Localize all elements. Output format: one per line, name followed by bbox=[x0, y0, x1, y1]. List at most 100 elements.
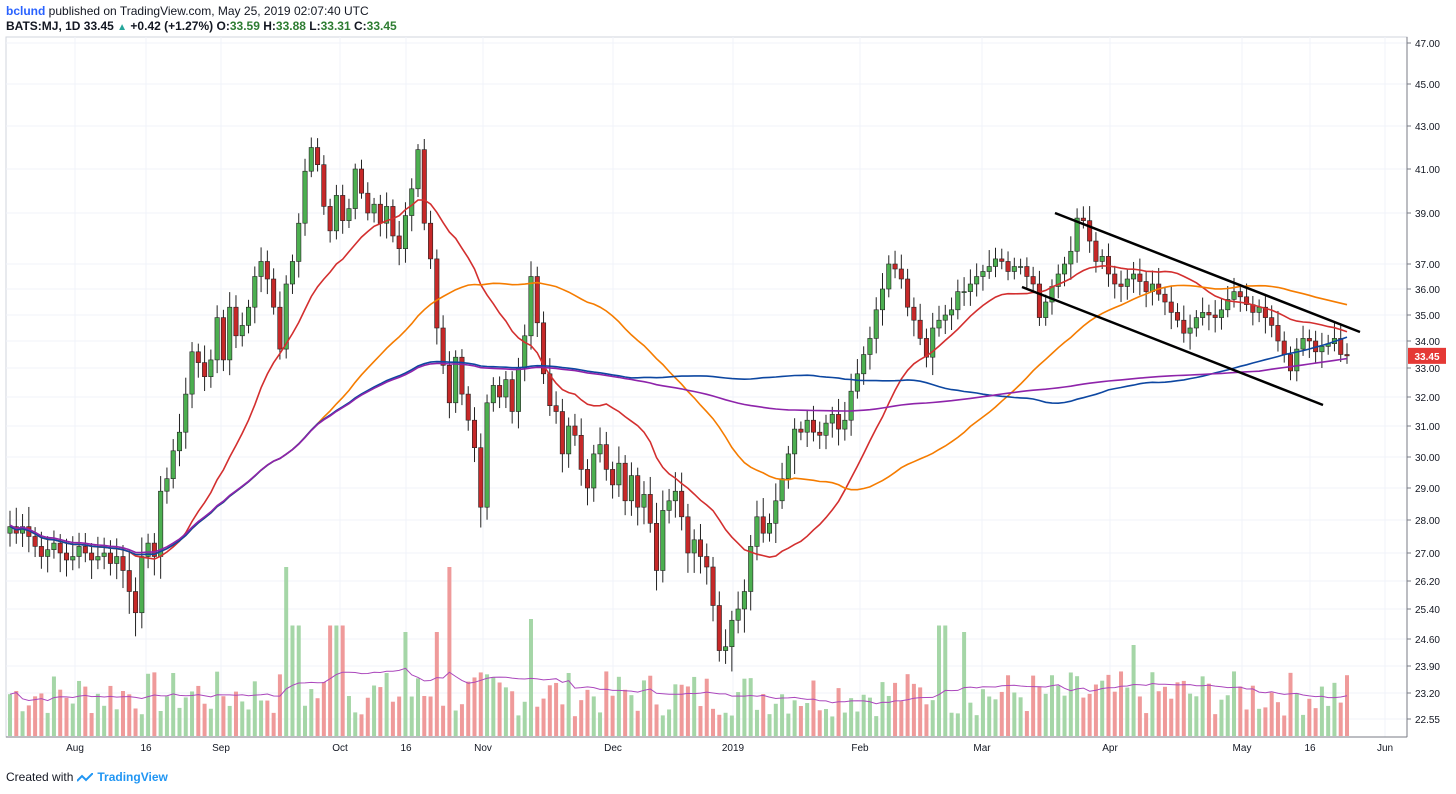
volume-bar bbox=[654, 704, 659, 736]
volume-bar bbox=[899, 701, 904, 736]
volume-bar bbox=[139, 714, 144, 736]
candle-body bbox=[697, 539, 703, 557]
y-tick-label: 39.00 bbox=[1415, 209, 1440, 220]
candle-body bbox=[1193, 317, 1199, 329]
volume-bar bbox=[497, 682, 502, 736]
candle-body bbox=[861, 354, 867, 375]
y-tick-label: 23.90 bbox=[1415, 662, 1440, 673]
volume-bar bbox=[277, 674, 282, 736]
candle-body bbox=[1137, 273, 1143, 282]
candle-body bbox=[126, 570, 132, 592]
volume-bar bbox=[503, 687, 508, 736]
candle-body bbox=[729, 619, 735, 648]
volume-bar bbox=[641, 680, 646, 736]
volume-bar bbox=[1144, 713, 1149, 736]
volume-bar bbox=[252, 681, 257, 736]
candle-body bbox=[308, 147, 314, 172]
volume-bar bbox=[171, 673, 176, 736]
candle-body bbox=[264, 261, 270, 280]
candle-body bbox=[409, 188, 415, 216]
candle-body bbox=[321, 164, 327, 207]
volume-bar bbox=[811, 680, 816, 736]
volume-bar bbox=[955, 713, 960, 736]
candle-body bbox=[139, 556, 145, 614]
candle-body bbox=[723, 646, 729, 651]
candle-body bbox=[1068, 250, 1074, 265]
volume-bar bbox=[164, 696, 169, 736]
candle-body bbox=[905, 278, 911, 308]
candle-body bbox=[208, 359, 214, 377]
candle-body bbox=[465, 393, 471, 421]
volume-bar bbox=[1100, 680, 1105, 736]
volume-bar bbox=[1087, 693, 1092, 736]
volume-bar bbox=[560, 704, 565, 736]
volume-bar bbox=[1106, 674, 1111, 736]
volume-bar bbox=[692, 676, 697, 736]
volume-bar bbox=[798, 706, 803, 736]
volume-bar bbox=[924, 704, 929, 736]
candle-body bbox=[189, 351, 195, 395]
candle-body bbox=[158, 490, 164, 557]
y-tick-label: 23.20 bbox=[1415, 689, 1440, 700]
candle-body bbox=[434, 258, 440, 329]
tradingview-link[interactable]: TradingView bbox=[97, 770, 168, 784]
candle-body bbox=[967, 283, 973, 292]
volume-bar bbox=[1043, 693, 1048, 736]
candle-body bbox=[459, 356, 465, 395]
high-label: H: bbox=[263, 19, 276, 33]
volume-bar bbox=[742, 678, 747, 736]
candle-body bbox=[390, 206, 396, 237]
volume-bar bbox=[334, 625, 339, 736]
candle-body bbox=[986, 266, 992, 272]
candle-body bbox=[886, 263, 892, 290]
volume-bar bbox=[51, 676, 56, 736]
volume-bar bbox=[271, 712, 276, 736]
volume-bar bbox=[660, 715, 665, 736]
y-tick-label: 26.20 bbox=[1415, 577, 1440, 588]
candle-body bbox=[1093, 240, 1099, 262]
candle-body bbox=[1112, 273, 1118, 285]
volume-bar bbox=[321, 681, 326, 736]
volume-bar bbox=[265, 700, 270, 736]
candle-body bbox=[515, 367, 521, 412]
candle-body bbox=[767, 522, 773, 534]
volume-bar bbox=[1131, 645, 1136, 736]
y-tick-label: 33.00 bbox=[1415, 364, 1440, 375]
volume-bar bbox=[1332, 682, 1337, 736]
volume-bar bbox=[108, 685, 113, 736]
volume-bar bbox=[346, 696, 351, 736]
candle-body bbox=[271, 278, 277, 308]
volume-bar bbox=[95, 693, 100, 736]
volume-bar bbox=[893, 682, 898, 736]
volume-bar bbox=[1125, 687, 1130, 736]
candle-body bbox=[315, 147, 321, 166]
candle-body bbox=[446, 364, 452, 404]
volume-bar bbox=[309, 689, 314, 736]
candle-body bbox=[421, 149, 427, 224]
volume-bar bbox=[830, 716, 835, 736]
volume-bar bbox=[384, 673, 389, 736]
volume-bar bbox=[328, 625, 333, 736]
volume-bar bbox=[1307, 698, 1312, 736]
candle-body bbox=[1344, 354, 1350, 357]
volume-bar bbox=[629, 695, 634, 736]
volume-bar bbox=[585, 689, 590, 736]
volume-bar bbox=[1075, 676, 1080, 736]
candle-body bbox=[1237, 291, 1243, 298]
volume-bar bbox=[1037, 686, 1042, 736]
candle-body bbox=[704, 556, 710, 568]
volume-bar bbox=[158, 711, 163, 736]
candle-body bbox=[239, 325, 245, 337]
candle-body bbox=[923, 338, 929, 358]
author-link[interactable]: bclund bbox=[6, 4, 46, 18]
volume-bar bbox=[736, 692, 741, 736]
candle-body bbox=[1087, 220, 1093, 242]
volume-bar bbox=[616, 676, 621, 736]
candle-body bbox=[641, 494, 647, 508]
candle-body bbox=[202, 362, 208, 378]
volume-bar bbox=[478, 672, 483, 736]
volume-bar bbox=[365, 697, 370, 736]
candle-body bbox=[1206, 312, 1212, 316]
volume-bar bbox=[89, 713, 94, 736]
